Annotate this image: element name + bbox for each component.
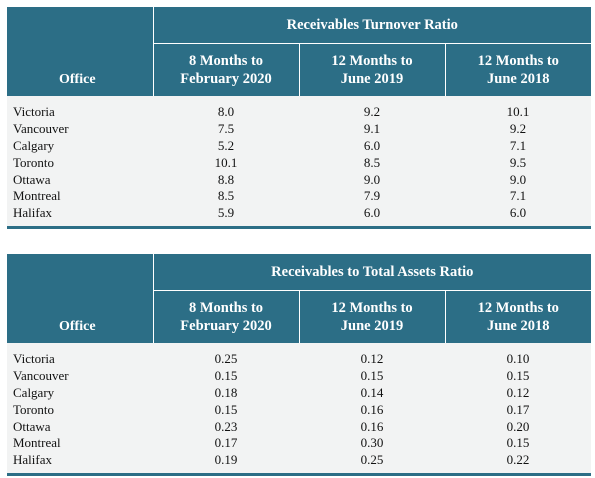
ratio-value: 8.8 xyxy=(153,171,299,188)
table-row: Halifax 5.9 6.0 6.0 xyxy=(7,204,592,226)
ratio-value: 9.1 xyxy=(299,120,445,138)
ratio-value: 0.15 xyxy=(445,434,591,452)
table-row: Victoria 8.0 9.2 10.1 xyxy=(7,96,592,121)
ratio-value: 0.25 xyxy=(153,343,299,368)
office-name: Calgary xyxy=(7,384,153,402)
office-name: Calgary xyxy=(7,137,153,155)
column-header: 12 Months to June 2018 xyxy=(444,43,592,96)
table-body: Victoria 0.25 0.12 0.10 Vancouver 0.15 0… xyxy=(7,343,591,476)
ratio-value: 7.1 xyxy=(445,137,592,155)
office-name: Toronto xyxy=(7,401,153,419)
ratio-value: 10.1 xyxy=(445,96,592,121)
ratio-value: 0.12 xyxy=(299,343,445,368)
ratio-value: 8.0 xyxy=(153,96,299,121)
ratio-value: 0.12 xyxy=(445,384,591,402)
ratio-value: 0.16 xyxy=(299,401,445,419)
table-row: Montreal 0.17 0.30 0.15 xyxy=(7,434,591,452)
ratio-value: 0.18 xyxy=(153,384,299,402)
ratio-value: 9.0 xyxy=(299,171,445,188)
ratio-value: 0.23 xyxy=(153,418,299,435)
table-row: Vancouver 7.5 9.1 9.2 xyxy=(7,120,592,138)
column-header: 8 Months to February 2020 xyxy=(152,43,299,96)
table-row: Toronto 0.15 0.16 0.17 xyxy=(7,401,591,419)
office-name: Toronto xyxy=(7,154,153,172)
ratio-value: 0.19 xyxy=(153,451,299,473)
ratio-value: 6.0 xyxy=(445,204,592,226)
column-header: 12 Months to June 2019 xyxy=(298,290,445,343)
table-row: Vancouver 0.15 0.15 0.15 xyxy=(7,367,591,385)
ratio-value: 0.20 xyxy=(445,418,591,435)
receivables-turnover-table: Office Receivables Turnover Ratio 8 Mont… xyxy=(7,7,592,229)
ratio-value: 0.14 xyxy=(299,384,445,402)
ratio-value: 0.25 xyxy=(299,451,445,473)
table-row: Victoria 0.25 0.12 0.10 xyxy=(7,343,591,368)
ratio-value: 9.5 xyxy=(445,154,592,172)
table-row: Ottawa 8.8 9.0 9.0 xyxy=(7,171,592,188)
table-row: Halifax 0.19 0.25 0.22 xyxy=(7,451,591,473)
table-title: Receivables Turnover Ratio xyxy=(152,7,592,44)
office-header: Office xyxy=(7,7,153,96)
ratio-value: 7.1 xyxy=(445,187,592,205)
ratio-value: 0.10 xyxy=(445,343,591,368)
ratio-value: 6.0 xyxy=(299,137,445,155)
ratio-value: 9.2 xyxy=(445,120,592,138)
ratio-value: 0.16 xyxy=(299,418,445,435)
column-header: 12 Months to June 2018 xyxy=(444,290,591,343)
table-body: Victoria 8.0 9.2 10.1 Vancouver 7.5 9.1 … xyxy=(7,96,592,229)
table-bottom-rule xyxy=(7,471,591,476)
table-row: Ottawa 0.23 0.16 0.20 xyxy=(7,418,591,435)
ratio-value: 0.17 xyxy=(445,401,591,419)
table-row: Calgary 0.18 0.14 0.12 xyxy=(7,384,591,402)
ratio-value: 6.0 xyxy=(299,204,445,226)
ratio-value: 0.15 xyxy=(299,367,445,385)
ratio-value: 10.1 xyxy=(153,154,299,172)
office-name: Vancouver xyxy=(7,367,153,385)
office-name: Ottawa xyxy=(7,418,153,435)
office-name: Halifax xyxy=(7,204,153,226)
ratio-value: 0.15 xyxy=(153,367,299,385)
ratio-value: 7.5 xyxy=(153,120,299,138)
table-bottom-rule xyxy=(7,224,592,229)
table-row: Montreal 8.5 7.9 7.1 xyxy=(7,187,592,205)
office-name: Vancouver xyxy=(7,120,153,138)
table-row: Calgary 5.2 6.0 7.1 xyxy=(7,137,592,155)
ratio-value: 8.5 xyxy=(299,154,445,172)
office-header: Office xyxy=(7,254,153,343)
receivables-to-assets-table: Office Receivables to Total Assets Ratio… xyxy=(7,254,591,476)
ratio-value: 0.15 xyxy=(445,367,591,385)
column-header: 12 Months to June 2019 xyxy=(298,43,445,96)
column-header: 8 Months to February 2020 xyxy=(152,290,299,343)
table-row: Toronto 10.1 8.5 9.5 xyxy=(7,154,592,172)
ratio-value: 0.30 xyxy=(299,434,445,452)
ratio-value: 5.9 xyxy=(153,204,299,226)
ratio-value: 7.9 xyxy=(299,187,445,205)
office-name: Montreal xyxy=(7,434,153,452)
office-name: Victoria xyxy=(7,343,153,368)
office-name: Victoria xyxy=(7,96,153,121)
ratio-value: 9.0 xyxy=(445,171,592,188)
ratio-value: 5.2 xyxy=(153,137,299,155)
ratio-value: 0.15 xyxy=(153,401,299,419)
ratio-value: 0.17 xyxy=(153,434,299,452)
office-name: Montreal xyxy=(7,187,153,205)
ratio-value: 9.2 xyxy=(299,96,445,121)
office-name: Halifax xyxy=(7,451,153,473)
table-title: Receivables to Total Assets Ratio xyxy=(152,254,591,291)
ratio-value: 0.22 xyxy=(445,451,591,473)
ratio-value: 8.5 xyxy=(153,187,299,205)
office-name: Ottawa xyxy=(7,171,153,188)
